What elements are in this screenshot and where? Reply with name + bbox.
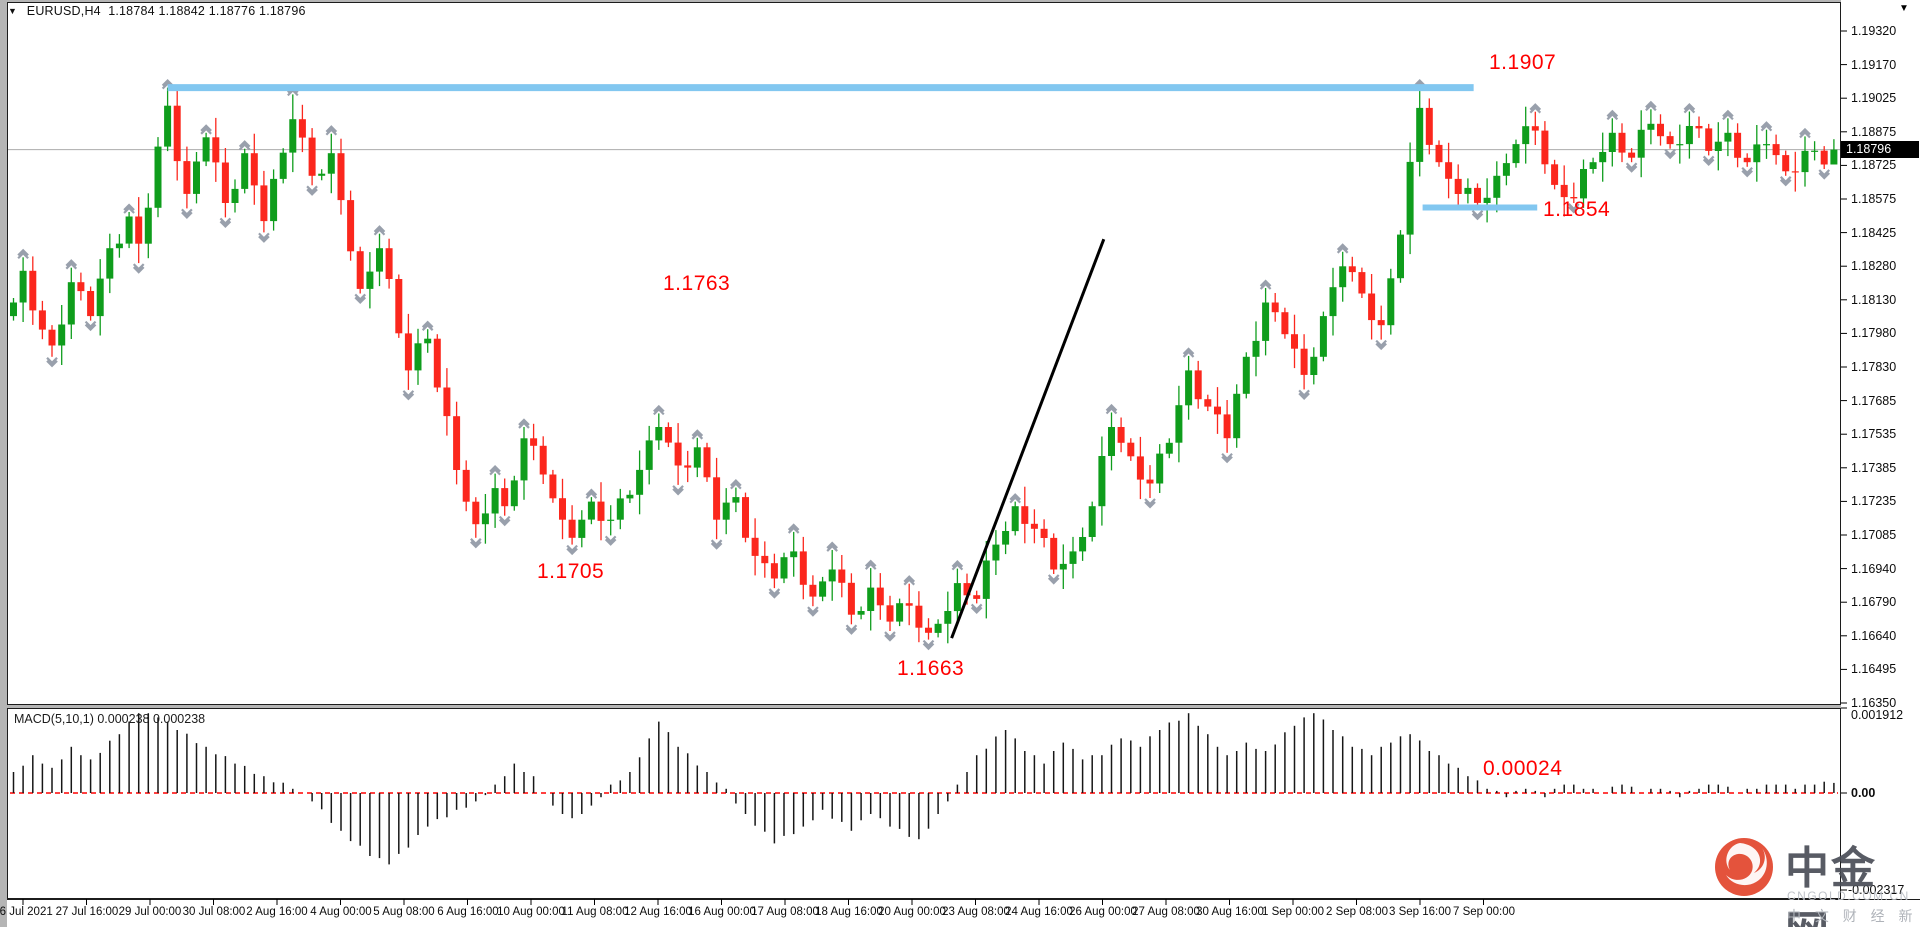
- price-axis-tick-label: 1.16640: [1851, 629, 1897, 643]
- price-axis-tick-label: 1.18725: [1851, 158, 1897, 172]
- time-axis-tick-label: 30 Jul 08:00: [182, 906, 246, 918]
- cngold-swirl-logo-icon: [1715, 838, 1773, 896]
- price-axis-tick-label: 1.17980: [1851, 326, 1897, 340]
- price-annotation-label[interactable]: 0.00024: [1483, 757, 1563, 780]
- macd-axis-min: -0.002317: [1848, 883, 1905, 897]
- ohlc-open: 1.18784: [108, 4, 155, 18]
- price-axis-tick-label: 1.17085: [1851, 528, 1897, 542]
- watermark-brand: 中金网: [1785, 844, 1877, 927]
- time-axis-tick-label: 1 Sep 00:00: [1261, 906, 1325, 918]
- macd-axis-zero: 0.00: [1851, 786, 1876, 800]
- price-axis-tick-label: 1.19320: [1851, 24, 1897, 38]
- price-axis-tick-label: 1.17685: [1851, 394, 1897, 408]
- main-chart-panel[interactable]: [7, 2, 1841, 705]
- time-axis-tick-label: 7 Sep 00:00: [1452, 906, 1516, 918]
- watermark-domain: CNGOLD.COM.CN: [1787, 889, 1910, 903]
- time-axis-tick-label: 2 Aug 16:00: [246, 906, 308, 918]
- price-axis-tick-label: 1.16350: [1851, 696, 1897, 710]
- time-axis-tick-label: 6 Aug 16:00: [437, 906, 499, 918]
- price-annotation-label[interactable]: 1.1763: [663, 272, 731, 295]
- cngold-watermark: 中金网 CNGOLD.COM.CN 中 文 财 经 新 媒 体: [1705, 832, 1920, 927]
- time-axis-tick-label: 26 Aug 00:00: [1069, 906, 1137, 918]
- price-axis-tick-label: 1.19025: [1851, 91, 1897, 105]
- price-axis-tick-label: 1.18130: [1851, 293, 1897, 307]
- time-axis-tick-label: 23 Aug 08:00: [942, 906, 1010, 918]
- dropdown-caret-icon[interactable]: ▼: [8, 6, 18, 16]
- time-axis-tick-label: 27 Jul 16:00: [55, 906, 119, 918]
- time-axis-tick-label: 5 Aug 08:00: [373, 906, 435, 918]
- time-axis-tick-label: 24 Aug 16:00: [1005, 906, 1073, 918]
- price-annotation-label[interactable]: 1.1907: [1489, 51, 1557, 74]
- time-axis-tick-label: 12 Aug 16:00: [624, 906, 692, 918]
- price-axis-tick-label: 1.17535: [1851, 427, 1897, 441]
- time-axis-tick-label: 26 Jul 2021: [0, 906, 53, 918]
- time-axis-tick-label: 3 Sep 16:00: [1388, 906, 1452, 918]
- time-axis-tick-label: 2 Sep 08:00: [1325, 906, 1389, 918]
- price-axis-tick-label: 1.16790: [1851, 595, 1897, 609]
- time-axis-tick-label: 18 Aug 16:00: [815, 906, 883, 918]
- time-axis[interactable]: [7, 899, 1920, 927]
- price-annotation-label[interactable]: 1.1705: [537, 560, 605, 583]
- macd-axis-max: 0.001912: [1851, 708, 1904, 722]
- symbol-info-line: ▼ EURUSD,H4 1.18784 1.18842 1.18776 1.18…: [8, 4, 306, 18]
- time-axis-tick-label: 11 Aug 08:00: [561, 906, 629, 918]
- time-axis-tick-label: 4 Aug 00:00: [310, 906, 372, 918]
- price-axis-tick-label: 1.18280: [1851, 259, 1897, 273]
- ohlc-low: 1.18776: [208, 4, 256, 18]
- time-axis-tick-label: 29 Jul 00:00: [118, 906, 182, 918]
- time-axis-tick-label: 16 Aug 00:00: [688, 906, 756, 918]
- time-axis-tick-label: 10 Aug 00:00: [497, 906, 565, 918]
- price-axis-tick-label: 1.18425: [1851, 226, 1897, 240]
- price-axis-tick-label: 1.17235: [1851, 494, 1897, 508]
- price-axis-tick-label: 1.16495: [1851, 662, 1897, 676]
- watermark-tagline: 中 文 财 经 新 媒 体: [1787, 908, 1920, 924]
- macd-indicator-label: MACD(5,10,1) 0.000238 0.000238: [14, 712, 206, 726]
- price-axis-tick-label: 1.17385: [1851, 461, 1897, 475]
- price-axis-tick-label: 1.16940: [1851, 562, 1897, 576]
- price-axis-tick-label: 1.18875: [1851, 125, 1897, 139]
- price-axis-tick-label: 1.17830: [1851, 360, 1897, 374]
- ohlc-high: 1.18842: [158, 4, 206, 18]
- price-axis-tick-label: 1.19170: [1851, 58, 1897, 72]
- time-axis-tick-label: 27 Aug 08:00: [1132, 906, 1200, 918]
- macd-indicator-panel[interactable]: [7, 708, 1841, 899]
- price-axis-tick-label: 1.18575: [1851, 192, 1897, 206]
- ohlc-close: 1.18796: [259, 4, 306, 18]
- time-axis-tick-label: 30 Aug 16:00: [1196, 906, 1264, 918]
- time-axis-tick-label: 20 Aug 00:00: [878, 906, 946, 918]
- time-axis-tick-label: 17 Aug 08:00: [751, 906, 819, 918]
- price-annotation-label[interactable]: 1.1663: [897, 657, 965, 680]
- chart-shift-marker-icon[interactable]: ▼: [1899, 3, 1909, 14]
- current-price-badge: 1.18796: [1841, 141, 1919, 158]
- symbol-timeframe: EURUSD,H4: [26, 4, 101, 18]
- price-annotation-label[interactable]: 1.1854: [1543, 198, 1611, 221]
